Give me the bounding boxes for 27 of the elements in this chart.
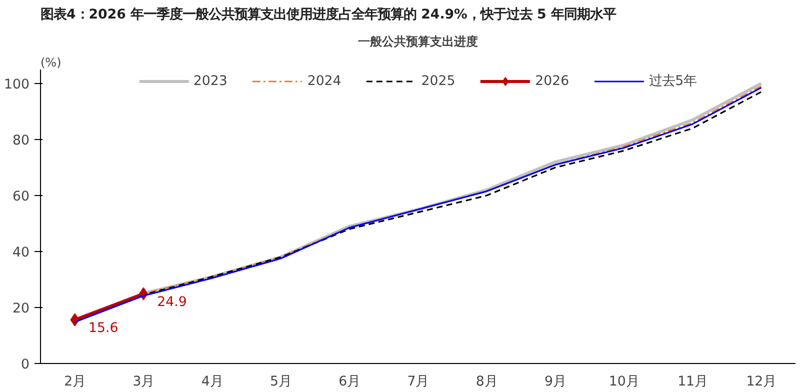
x-tick-label: 6月 — [338, 374, 360, 390]
x-tick-label: 12月 — [746, 374, 776, 390]
x-tick-label: 10月 — [608, 374, 639, 390]
x-tick-label: 2月 — [64, 374, 86, 390]
data-label: 15.6 — [88, 320, 118, 336]
y-axis-title: (%) — [40, 56, 62, 70]
x-tick-label: 5月 — [270, 374, 292, 390]
y-tick-label: 40 — [12, 246, 30, 260]
legend-label: 过去5年 — [649, 72, 697, 90]
x-tick-label: 11月 — [678, 374, 708, 390]
y-tick-label: 80 — [12, 134, 30, 148]
legend-label: 2024 — [307, 74, 342, 88]
y-tick-label: 60 — [12, 190, 30, 204]
x-tick-label: 4月 — [201, 374, 223, 390]
y-tick-label: 100 — [4, 78, 30, 92]
x-tick-label: 8月 — [476, 374, 498, 390]
legend-label: 2025 — [421, 74, 456, 88]
chart-subtitle: 一般公共预算支出进度 — [358, 34, 478, 48]
y-tick-label: 20 — [12, 302, 30, 316]
x-tick-label: 3月 — [132, 374, 154, 390]
legend-label: 2026 — [535, 74, 570, 88]
x-tick-label: 9月 — [544, 374, 566, 390]
chart-title: 图表4：2026 年一季度一般公共预算支出使用进度占全年预算的 24.9%，快于过去 5 年同期水平 — [40, 6, 616, 22]
y-tick-label: 0 — [21, 358, 30, 372]
legend-label: 2023 — [193, 74, 228, 88]
x-tick-label: 7月 — [407, 374, 429, 390]
data-label: 24.9 — [157, 294, 187, 310]
